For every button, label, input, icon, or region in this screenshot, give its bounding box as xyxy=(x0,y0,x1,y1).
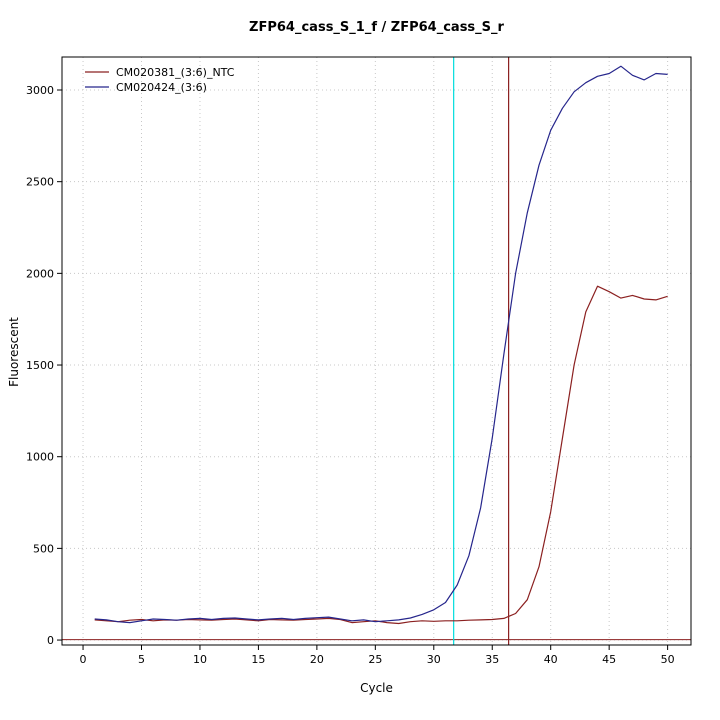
x-tick-label: 45 xyxy=(602,653,616,666)
series-line xyxy=(94,285,668,625)
x-tick-label: 15 xyxy=(251,653,265,666)
x-tick-label: 50 xyxy=(661,653,675,666)
x-tick-label: 30 xyxy=(427,653,441,666)
y-tick-label: 2000 xyxy=(26,267,54,280)
y-tick-label: 0 xyxy=(47,634,54,647)
y-tick-label: 1000 xyxy=(26,451,54,464)
y-tick-label: 500 xyxy=(33,542,54,555)
x-tick-label: 40 xyxy=(544,653,558,666)
y-tick-label: 2500 xyxy=(26,176,54,189)
series-line xyxy=(94,65,668,624)
x-tick-label: 10 xyxy=(193,653,207,666)
x-axis-label: Cycle xyxy=(360,681,393,695)
y-tick-label: 3000 xyxy=(26,84,54,97)
x-tick-label: 20 xyxy=(310,653,324,666)
plot-border xyxy=(61,56,692,646)
y-tick-label: 1500 xyxy=(26,359,54,372)
x-tick-label: 0 xyxy=(80,653,87,666)
x-tick-label: 25 xyxy=(368,653,382,666)
legend-label: CM020381_(3:6)_NTC xyxy=(116,66,235,79)
chart-title: ZFP64_cass_S_1_f / ZFP64_cass_S_r xyxy=(249,20,504,35)
x-tick-label: 35 xyxy=(485,653,499,666)
x-tick-label: 5 xyxy=(138,653,145,666)
legend-label: CM020424_(3:6) xyxy=(116,81,207,94)
